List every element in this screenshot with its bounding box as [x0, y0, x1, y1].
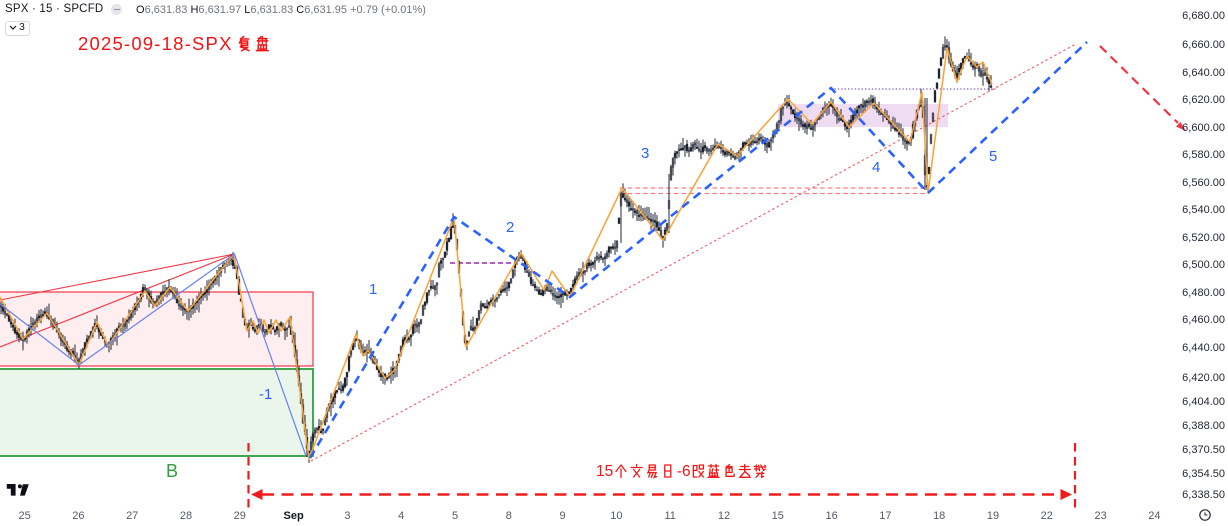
svg-text:8: 8 — [506, 510, 512, 522]
svg-text:10: 10 — [610, 510, 622, 522]
svg-text:29: 29 — [234, 510, 246, 522]
svg-text:6,480.00: 6,480.00 — [1182, 287, 1225, 299]
svg-text:Sep: Sep — [284, 510, 304, 522]
svg-text:6,520.00: 6,520.00 — [1182, 232, 1225, 244]
svg-text:4: 4 — [872, 159, 880, 176]
svg-text:15: 15 — [596, 463, 613, 480]
svg-text:6,460.00: 6,460.00 — [1182, 314, 1225, 326]
svg-text:6,540.00: 6,540.00 — [1182, 204, 1225, 216]
svg-text:15: 15 — [772, 510, 784, 522]
svg-text:1: 1 — [369, 281, 377, 298]
svg-text:6,680.00: 6,680.00 — [1182, 10, 1225, 22]
svg-text:6,660.00: 6,660.00 — [1182, 39, 1225, 51]
svg-text:6,620.00: 6,620.00 — [1182, 94, 1225, 106]
svg-text:6,600.00: 6,600.00 — [1182, 122, 1225, 134]
svg-text:24: 24 — [1148, 510, 1160, 522]
svg-text:6,440.00: 6,440.00 — [1182, 342, 1225, 354]
svg-text:B: B — [166, 461, 178, 481]
svg-text:6,420.00: 6,420.00 — [1182, 372, 1225, 384]
svg-text:6,388.00: 6,388.00 — [1182, 420, 1225, 432]
svg-text:5: 5 — [989, 148, 997, 165]
svg-text:2: 2 — [506, 219, 514, 236]
svg-text:6,560.00: 6,560.00 — [1182, 177, 1225, 189]
svg-text:3: 3 — [641, 145, 649, 162]
svg-text:18: 18 — [933, 510, 945, 522]
svg-text:11: 11 — [664, 510, 675, 522]
svg-text:19: 19 — [987, 510, 999, 522]
svg-text:6,338.50: 6,338.50 — [1182, 489, 1225, 501]
svg-text:6,580.00: 6,580.00 — [1182, 149, 1225, 161]
svg-text:6,404.00: 6,404.00 — [1182, 396, 1225, 408]
svg-text:6,500.00: 6,500.00 — [1182, 259, 1225, 271]
svg-text:5: 5 — [452, 510, 458, 522]
svg-text:25: 25 — [18, 510, 30, 522]
svg-text:9: 9 — [560, 510, 566, 522]
svg-text:26: 26 — [72, 510, 84, 522]
svg-text:2025-09-18-SPX: 2025-09-18-SPX — [78, 33, 233, 54]
svg-text:6,370.50: 6,370.50 — [1182, 444, 1225, 456]
svg-text:27: 27 — [126, 510, 138, 522]
svg-text:22: 22 — [1041, 510, 1053, 522]
svg-text:6,640.00: 6,640.00 — [1182, 67, 1225, 79]
svg-text:3: 3 — [344, 510, 350, 522]
svg-text:17: 17 — [879, 510, 891, 522]
svg-text:28: 28 — [180, 510, 192, 522]
svg-text:12: 12 — [718, 510, 730, 522]
svg-text:16: 16 — [825, 510, 837, 522]
svg-text:-1: -1 — [259, 386, 272, 403]
svg-text:23: 23 — [1094, 510, 1106, 522]
svg-text:-6: -6 — [677, 463, 691, 480]
svg-text:6,354.50: 6,354.50 — [1182, 468, 1225, 480]
svg-text:4: 4 — [398, 510, 404, 522]
